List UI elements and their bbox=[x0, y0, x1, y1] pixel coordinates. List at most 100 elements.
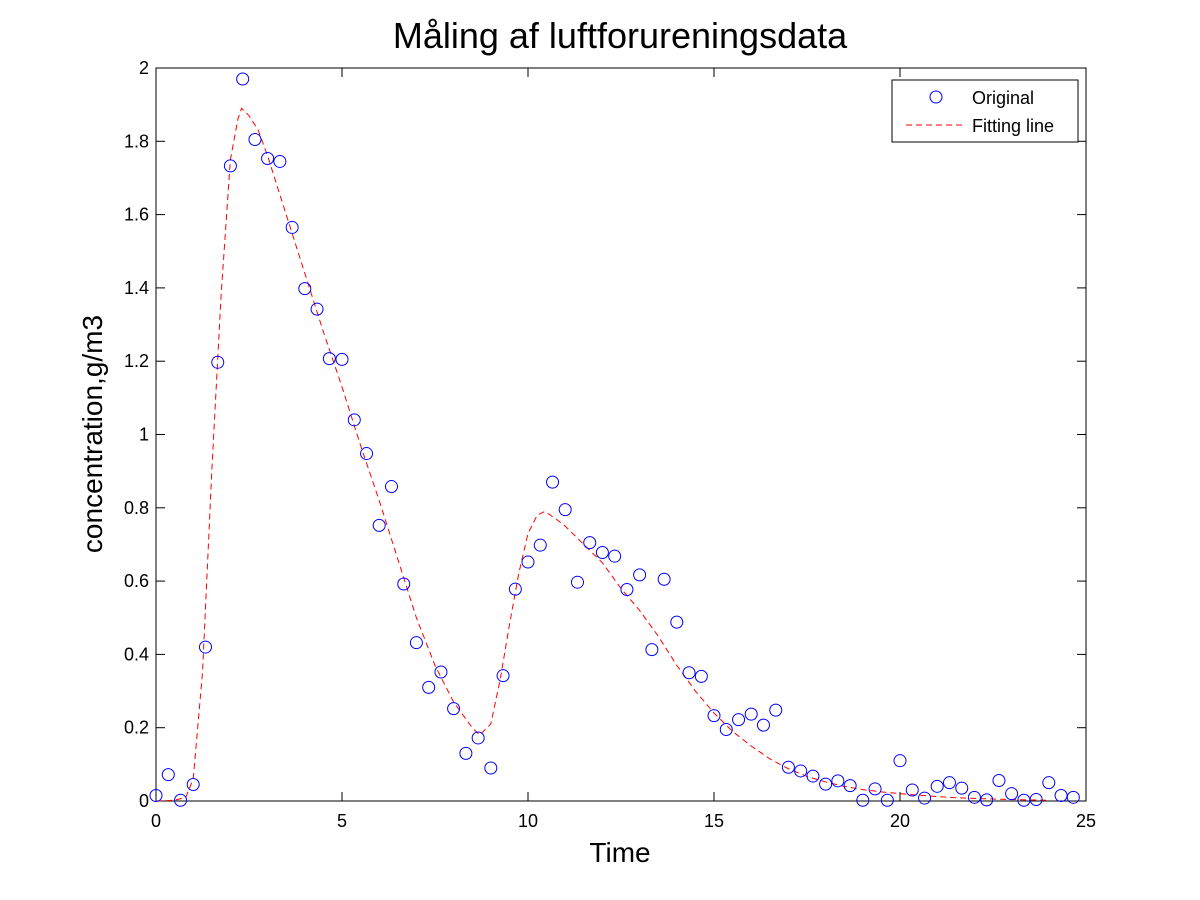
data-point bbox=[397, 577, 411, 591]
data-point bbox=[360, 447, 374, 461]
y-tick-label: 1.2 bbox=[124, 351, 149, 371]
data-point bbox=[893, 754, 907, 768]
data-point bbox=[744, 707, 758, 721]
data-point bbox=[1042, 776, 1056, 790]
data-point bbox=[174, 793, 188, 807]
data-point bbox=[868, 782, 882, 796]
data-point bbox=[149, 789, 163, 802]
legend: Original Fitting line bbox=[891, 79, 1079, 143]
data-point bbox=[942, 776, 956, 790]
y-tick-label: 0.6 bbox=[124, 571, 149, 591]
data-point bbox=[657, 572, 671, 586]
data-point bbox=[422, 680, 436, 694]
y-tick-label: 0 bbox=[139, 791, 149, 811]
x-tick-label: 15 bbox=[704, 811, 724, 831]
data-point bbox=[1005, 787, 1019, 801]
data-point bbox=[409, 636, 423, 650]
data-point bbox=[781, 760, 795, 774]
data-point bbox=[905, 783, 919, 797]
data-point bbox=[955, 781, 969, 795]
data-point bbox=[211, 355, 225, 369]
data-point bbox=[694, 669, 708, 683]
data-point bbox=[496, 669, 510, 683]
y-tick-label: 1.8 bbox=[124, 131, 149, 151]
x-axis-label: Time bbox=[589, 837, 650, 868]
data-point bbox=[930, 779, 944, 793]
x-tick-label: 25 bbox=[1076, 811, 1096, 831]
data-point bbox=[546, 475, 560, 489]
data-point bbox=[769, 703, 783, 717]
data-point bbox=[384, 480, 398, 494]
data-point bbox=[756, 718, 770, 732]
data-point bbox=[719, 723, 733, 737]
y-axis-label: concentration,g/m3 bbox=[77, 315, 108, 553]
data-point bbox=[645, 643, 659, 657]
data-point bbox=[248, 132, 262, 146]
data-point bbox=[484, 761, 498, 775]
data-point bbox=[670, 615, 684, 629]
y-tick-label: 0.4 bbox=[124, 644, 149, 664]
data-point bbox=[806, 769, 820, 783]
legend-marker-original bbox=[929, 90, 943, 104]
y-tick-labels: 0 0.2 0.4 0.6 0.8 1 1.2 1.4 1.6 1.8 2 bbox=[124, 58, 149, 811]
data-point bbox=[186, 778, 200, 792]
data-point bbox=[285, 220, 299, 234]
data-point bbox=[707, 709, 721, 723]
data-point bbox=[261, 152, 275, 166]
x-tick-label: 20 bbox=[890, 811, 910, 831]
data-point bbox=[347, 413, 361, 427]
data-point bbox=[223, 159, 237, 173]
data-point bbox=[843, 779, 857, 793]
data-point bbox=[372, 518, 386, 532]
data-point bbox=[310, 302, 324, 316]
x-tick-label: 5 bbox=[337, 811, 347, 831]
fitting-line bbox=[155, 107, 1049, 802]
x-tick-labels: 0 5 10 15 20 25 bbox=[151, 811, 1096, 831]
data-point bbox=[570, 575, 584, 589]
data-point bbox=[819, 777, 833, 791]
data-point bbox=[273, 154, 287, 168]
data-point bbox=[856, 793, 870, 807]
fitting-line-series bbox=[155, 107, 1049, 802]
data-point bbox=[608, 549, 622, 563]
y-tick-label: 2 bbox=[139, 58, 149, 78]
data-point bbox=[558, 503, 572, 517]
data-point bbox=[521, 555, 535, 569]
y-tick-label: 1.6 bbox=[124, 205, 149, 225]
data-point bbox=[161, 768, 175, 782]
data-point bbox=[533, 538, 547, 552]
data-point bbox=[732, 713, 746, 727]
plot-area bbox=[155, 67, 1087, 802]
data-point bbox=[1029, 793, 1043, 807]
data-point bbox=[298, 282, 312, 296]
y-tick-label: 0.8 bbox=[124, 498, 149, 518]
data-point bbox=[595, 546, 609, 560]
legend-label-fitting: Fitting line bbox=[972, 116, 1054, 136]
data-point bbox=[633, 568, 647, 582]
data-point bbox=[434, 665, 448, 679]
data-point bbox=[620, 583, 634, 597]
chart-title: Måling af luftforureningsdata bbox=[393, 15, 848, 56]
original-series bbox=[149, 72, 1080, 807]
y-tick-label: 0.2 bbox=[124, 718, 149, 738]
data-point bbox=[1054, 789, 1068, 802]
data-point bbox=[880, 793, 894, 807]
data-point bbox=[831, 774, 845, 788]
data-point bbox=[1066, 790, 1080, 804]
data-point bbox=[918, 791, 932, 805]
data-point bbox=[508, 582, 522, 596]
y-tick-label: 1.4 bbox=[124, 278, 149, 298]
x-tick-label: 10 bbox=[518, 811, 538, 831]
data-point bbox=[992, 773, 1006, 787]
data-point bbox=[322, 352, 336, 366]
data-point bbox=[471, 731, 485, 745]
legend-box bbox=[891, 79, 1079, 143]
y-tick-label: 1 bbox=[139, 425, 149, 445]
data-point bbox=[682, 666, 696, 680]
data-point bbox=[335, 352, 349, 366]
x-tick-label: 0 bbox=[151, 811, 161, 831]
data-point bbox=[794, 764, 808, 778]
data-point bbox=[980, 793, 994, 807]
data-point bbox=[236, 72, 250, 86]
